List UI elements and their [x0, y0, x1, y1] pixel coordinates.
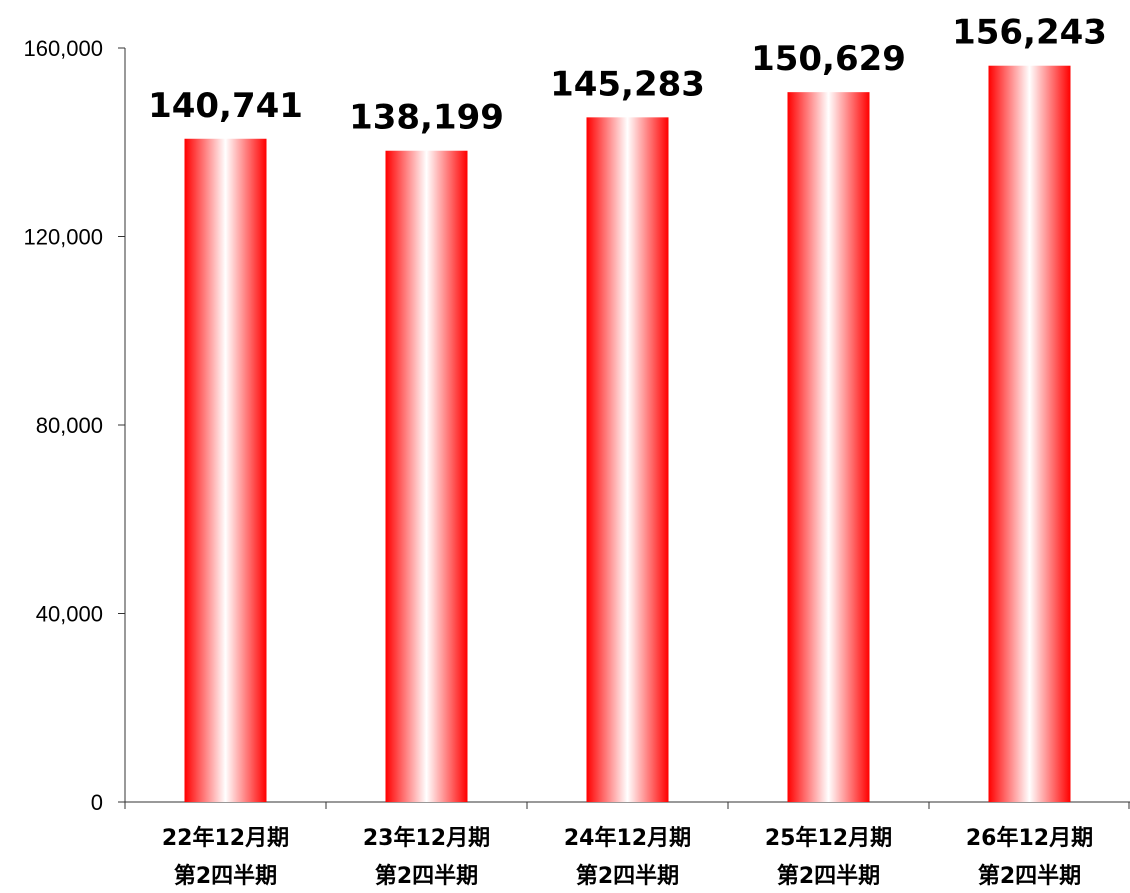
x-tick-label: 第2四半期 [576, 863, 679, 889]
bar [385, 150, 468, 803]
data-label: 140,741 [148, 86, 303, 126]
y-tick-label: 40,000 [36, 602, 103, 627]
y-tick-label: 120,000 [23, 225, 103, 250]
x-tick-label: 22年12月期 [162, 825, 289, 851]
x-tick-label: 第2四半期 [375, 863, 478, 889]
bars [184, 65, 1071, 803]
x-tick-label: 24年12月期 [564, 825, 691, 851]
data-label: 150,629 [751, 39, 906, 79]
data-label: 145,283 [550, 64, 705, 104]
x-tick-label: 第2四半期 [777, 863, 880, 889]
y-tick-label: 0 [91, 790, 103, 815]
y-axis: 0 40,000 80,000 120,000 160,000 [23, 36, 126, 815]
y-tick-label: 160,000 [23, 36, 103, 61]
x-tick-label: 25年12月期 [765, 825, 892, 851]
x-tick-label: 23年12月期 [363, 825, 490, 851]
x-tick-label: 26年12月期 [966, 825, 1093, 851]
data-labels: 140,741 138,199 145,283 150,629 156,243 [148, 13, 1107, 138]
bar [586, 117, 669, 802]
bar [787, 92, 870, 803]
bar [988, 65, 1071, 803]
x-tick-label: 第2四半期 [978, 863, 1081, 889]
x-tick-label: 第2四半期 [174, 863, 277, 889]
data-label: 156,243 [952, 13, 1107, 53]
data-label: 138,199 [349, 98, 504, 138]
y-tick-label: 80,000 [36, 413, 103, 438]
x-axis: 22年12月期第2四半期23年12月期第2四半期24年12月期第2四半期25年1… [124, 801, 1130, 889]
bar [184, 138, 267, 802]
